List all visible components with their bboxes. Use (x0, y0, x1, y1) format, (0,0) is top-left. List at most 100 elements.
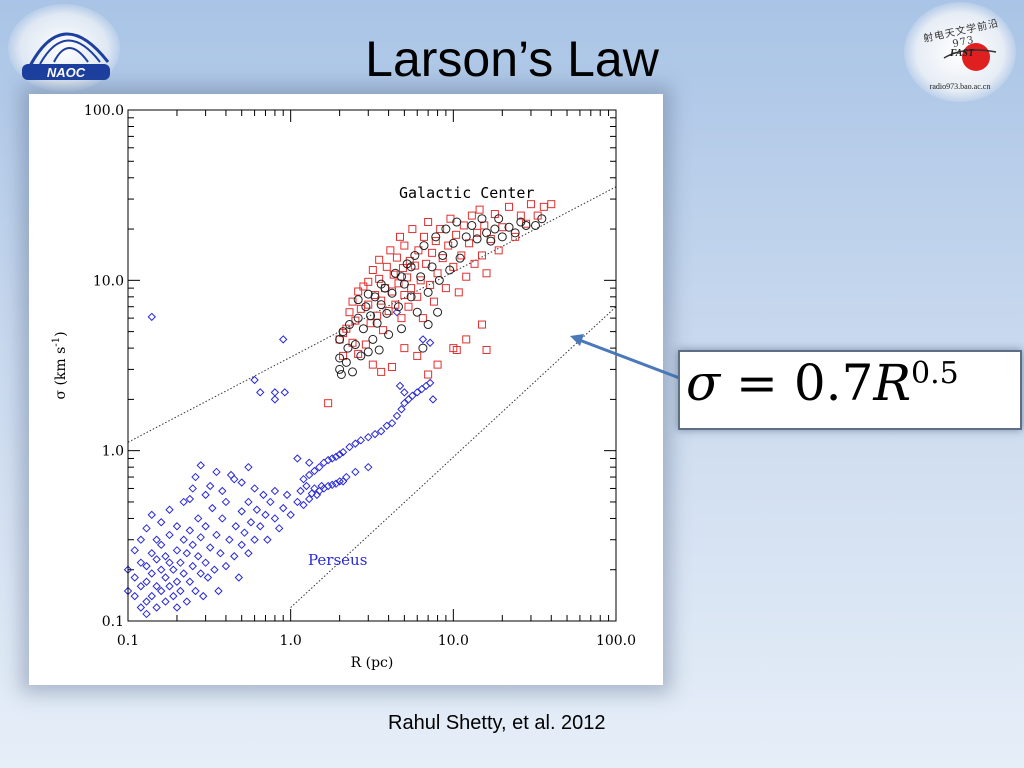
galactic-center-square-point (351, 316, 360, 325)
galactic-center-circle-point (521, 220, 531, 230)
perseus-diamond-point (176, 586, 185, 596)
y-tick-label: 1.0 (102, 444, 124, 460)
perseus-diamond-point (237, 478, 246, 487)
perseus-diamond-point (152, 555, 161, 564)
galactic-center-square-point (407, 284, 416, 293)
perseus-diamond-point (327, 480, 337, 490)
galactic-center-square-point (459, 221, 468, 230)
dotted-reference-line (127, 186, 617, 443)
galactic-center-square-point (511, 232, 520, 241)
perseus-diamond-point (136, 558, 146, 567)
perseus-diamond-point (331, 479, 341, 488)
galactic-center-circle-point (434, 275, 444, 285)
formula-coefficient: 0.7 (793, 354, 874, 412)
perseus-diamond-point (263, 535, 272, 544)
perseus-diamond-point (193, 514, 203, 523)
perseus-diamond-point (293, 497, 302, 507)
galactic-center-square-point (475, 205, 484, 214)
galactic-center-circle-point (418, 343, 428, 353)
scatter-chart: 0.1 1.0 10.0 100.0 0.1 1.0 10.0 100.0 R (pc) σ … (51, 103, 636, 671)
galactic-center-circle-point (341, 357, 351, 367)
perseus-diamond-point (214, 586, 223, 596)
galactic-center-square-point (467, 211, 476, 220)
perseus-diamond-point (351, 467, 360, 477)
galactic-center-square-point (547, 200, 556, 209)
galactic-center-circle-point (423, 287, 433, 297)
perseus-diamond-point (231, 522, 241, 531)
galactic-center-square-point (416, 276, 425, 285)
formula-arrow (570, 334, 691, 384)
perseus-diamond-point (246, 518, 256, 527)
galactic-center-circle-point (390, 268, 400, 278)
galactic-center-circle-point (431, 232, 441, 242)
galactic-center-circle-point (363, 289, 373, 299)
perseus-diamond-point (319, 484, 329, 493)
perseus-diamond-point (165, 558, 174, 567)
perseus-diamond-point (152, 535, 161, 544)
galactic-center-circle-point (356, 351, 366, 361)
galactic-center-circle-point (343, 343, 353, 353)
perseus-diamond-point (400, 388, 409, 397)
galactic-center-square-point (413, 351, 422, 360)
perseus-diamond-point (142, 609, 151, 619)
galactic-center-circle-point (472, 234, 482, 244)
perseus-diamond-point (165, 505, 174, 514)
perseus-diamond-point (201, 522, 210, 531)
galactic-center-square-point (379, 326, 388, 335)
dotted-reference-line (290, 306, 617, 608)
galactic-center-square-point (408, 225, 417, 234)
slide-title: Larson’s Law (365, 31, 659, 87)
perseus-diamond-point (310, 466, 319, 476)
galactic-center-square-point (462, 272, 471, 281)
perseus-diamond-point (279, 503, 288, 513)
perseus-diamond-point (299, 500, 308, 510)
perseus-diamond-point (315, 462, 324, 472)
perseus-diamond-point (428, 395, 438, 404)
perseus-diamond-point (259, 490, 268, 500)
galactic-center-circle-point (423, 320, 433, 330)
perseus-diamond-point (172, 522, 182, 531)
galactic-center-square-point (444, 241, 453, 250)
galactic-center-circle-point (531, 220, 541, 230)
galactic-center-circle-point (504, 222, 514, 232)
x-tick-label: 1.0 (280, 633, 302, 649)
galactic-center-circle-point (461, 232, 471, 242)
perseus-diamond-point (256, 522, 265, 531)
galactic-center-square-point (419, 232, 428, 241)
perseus-diamond-point (376, 427, 386, 436)
y-tick-label: 100.0 (84, 103, 124, 119)
formula-sigma: σ (686, 354, 721, 412)
perseus-diamond-point (169, 591, 178, 601)
galactic-center-square-point (477, 320, 486, 329)
galactic-center-square-point (457, 251, 466, 260)
galactic-center-square-point (359, 282, 368, 291)
galactic-center-circle-point (490, 224, 500, 234)
perseus-diamond-point (165, 530, 174, 540)
perseus-diamond-point (244, 462, 253, 472)
perseus-diamond-point (201, 490, 210, 500)
perseus-diamond-point (270, 388, 280, 397)
y-axis-label: σ (km s-1) (51, 331, 69, 399)
galactic-center-square-point (477, 251, 486, 260)
galactic-center-square-point (539, 202, 548, 211)
perseus-diamond-point (179, 569, 188, 578)
plot-frame (127, 109, 617, 622)
galactic-center-circle-point (376, 279, 386, 289)
perseus-diamond-point (205, 543, 215, 552)
perseus-diamond-point (185, 577, 195, 586)
fast-logo-text: FAST (949, 48, 975, 59)
naoc-logo-graphic: NAOC (22, 32, 110, 80)
perseus-diamond-point (274, 524, 284, 533)
perseus-diamond-point (179, 535, 188, 544)
perseus-diamond-point (244, 497, 253, 507)
galactic-center-circle-point (419, 241, 429, 251)
galactic-center-square-point (494, 246, 503, 255)
reference-lines (127, 186, 617, 608)
perseus-diamond-point (172, 603, 182, 612)
galactic-center-square-point (348, 297, 357, 306)
galactic-center-circle-point (348, 367, 358, 377)
perseus-diamond-point (161, 597, 170, 606)
tick-labels: 0.1 1.0 10.0 100.0 0.1 1.0 10.0 100.0 (84, 103, 636, 649)
perseus-diamond-point (230, 552, 239, 561)
galactic-center-circle-point (467, 220, 477, 230)
